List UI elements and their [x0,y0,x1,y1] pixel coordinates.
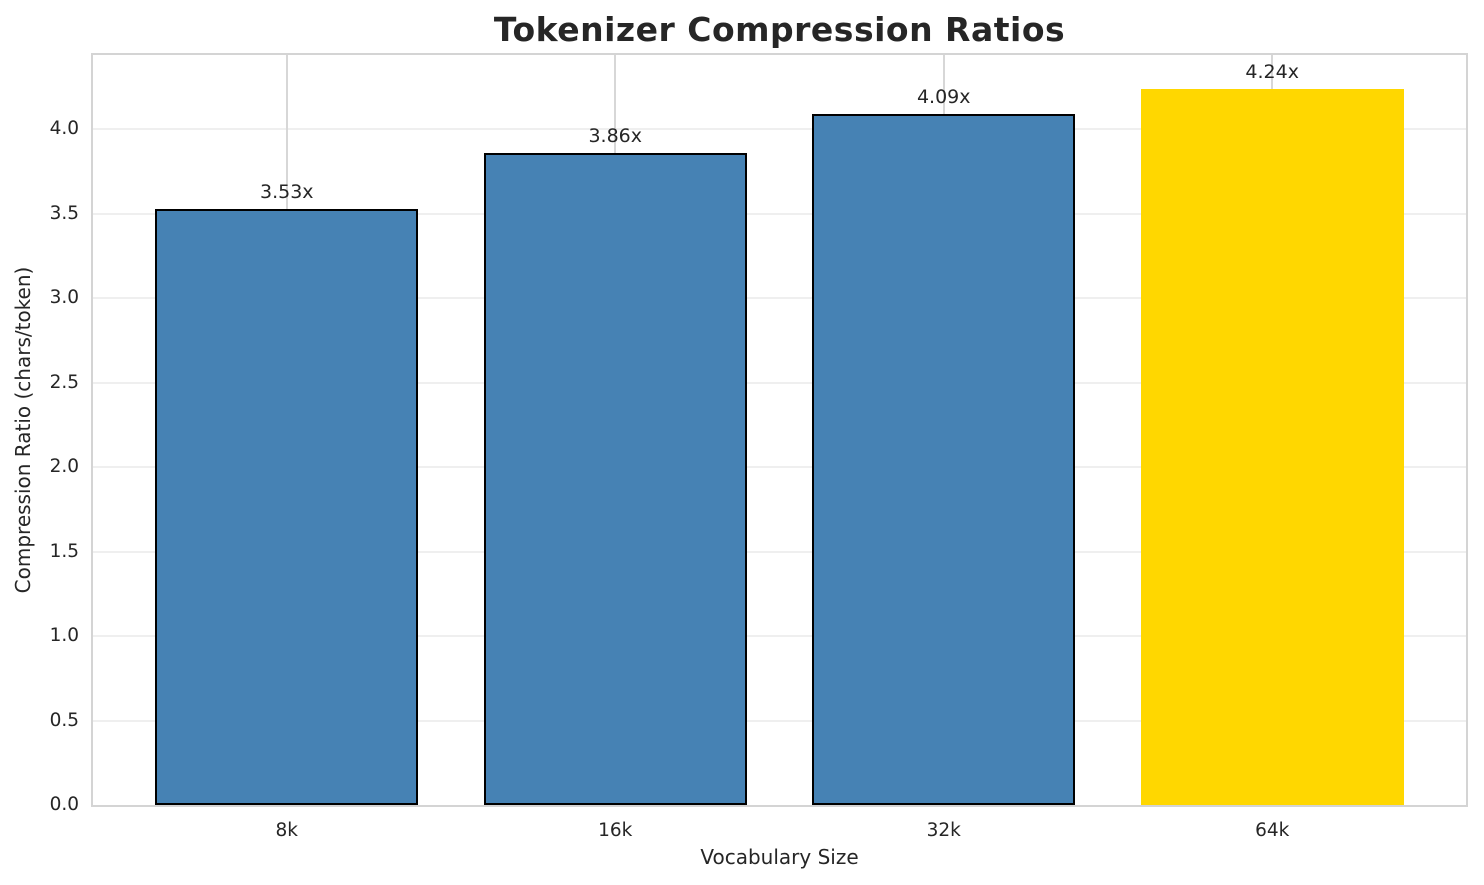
y-tick-label: 0.5 [49,709,79,731]
bar-8k [155,208,419,805]
x-tick-label: 8k [275,820,299,841]
y-tick-label: 1.0 [49,625,79,647]
y-tick-label: 3.0 [49,287,79,309]
y-gridline [93,466,1466,469]
y-tick-label: 0.0 [49,794,79,815]
y-tick-label: 3.5 [49,202,79,224]
y-tick-label: 2.0 [49,456,79,478]
y-tick-label: 2.5 [49,371,79,393]
bar-64k [1140,88,1404,805]
y-axis-label: Compression Ratio (chars/token) [11,266,35,594]
bar-value-label: 4.09x [916,86,971,109]
bar-value-label: 4.24x [1245,60,1299,83]
x-tick-label: 32k [926,820,961,841]
y-gridline [93,128,1466,131]
bar-32k [812,114,1076,805]
x-axis-label: Vocabulary Size [700,845,859,869]
y-tick-label: 4.0 [49,118,79,140]
y-gridline [93,550,1466,553]
plot-area: 0.0 0.5 1.0 1.5 2.0 2.5 3.0 3.5 4.0 3.53x 8k 3.86x 1… [50,53,1468,841]
bar-value-label: 3.53x [260,180,314,203]
bar-value-label: 3.86x [588,124,643,147]
bar-16k [483,152,747,805]
y-gridline [93,381,1466,384]
y-gridline [93,212,1466,215]
x-tick-label: 64k [1255,820,1290,841]
x-tick-label: 16k [598,820,633,841]
y-tick-label: 1.5 [49,540,79,562]
chart-title: Tokenizer Compression Ratios [493,10,1066,49]
y-gridline [93,297,1466,300]
y-gridline [93,635,1466,638]
y-gridline [93,719,1466,722]
